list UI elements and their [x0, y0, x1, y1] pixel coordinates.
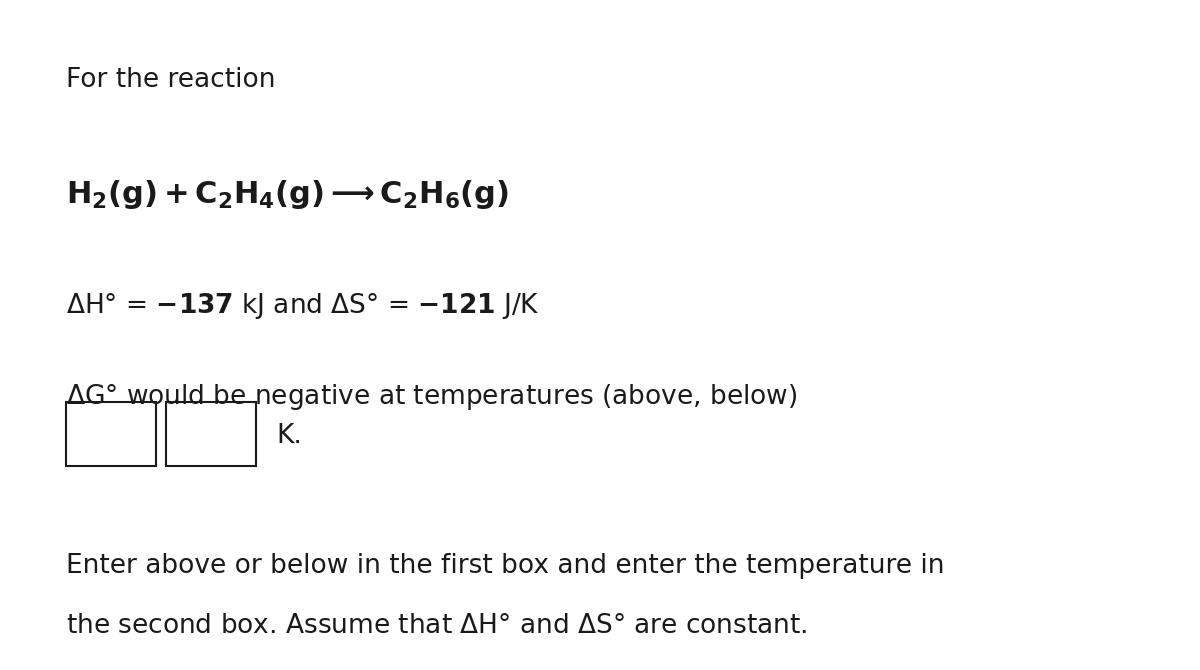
- FancyBboxPatch shape: [66, 402, 156, 466]
- Text: $\Delta$H° = $\mathbf{-137}$ kJ and $\Delta$S° = $\mathbf{-121}$ J/K: $\Delta$H° = $\mathbf{-137}$ kJ and $\De…: [66, 291, 540, 322]
- FancyBboxPatch shape: [166, 402, 256, 466]
- Text: $\mathbf{H_2(g) + C_2H_4(g){\longrightarrow}C_2H_6(g)}$: $\mathbf{H_2(g) + C_2H_4(g){\longrightar…: [66, 178, 509, 210]
- Text: For the reaction: For the reaction: [66, 67, 276, 93]
- Text: K.: K.: [276, 423, 302, 448]
- Text: the second box. Assume that $\Delta$H° and $\Delta$S° are constant.: the second box. Assume that $\Delta$H° a…: [66, 613, 808, 639]
- Text: $\Delta$G° would be negative at temperatures (above, below): $\Delta$G° would be negative at temperat…: [66, 382, 797, 412]
- Text: Enter above or below in the first box and enter the temperature in: Enter above or below in the first box an…: [66, 553, 944, 579]
